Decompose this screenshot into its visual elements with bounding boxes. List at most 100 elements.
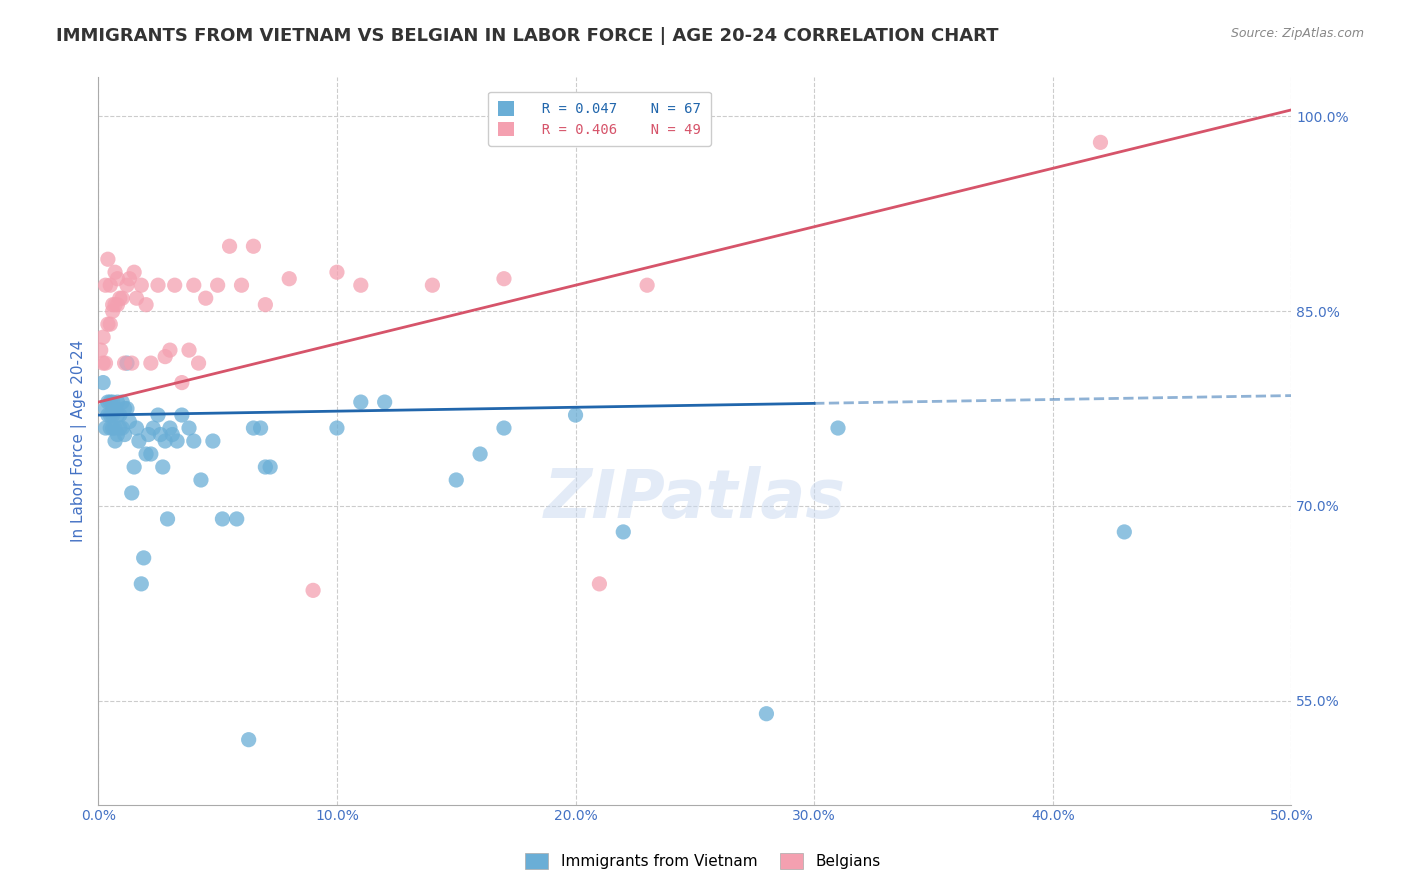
Point: [139, 447, 162, 461]
Point: [91, 330, 114, 344]
Point: [108, 291, 131, 305]
Point: [118, 271, 141, 285]
Point: [101, 395, 124, 409]
Point: [1114, 524, 1136, 539]
Point: [163, 278, 186, 293]
Point: [132, 550, 155, 565]
Point: [636, 278, 658, 293]
Text: Source: ZipAtlas.com: Source: ZipAtlas.com: [1230, 27, 1364, 40]
Point: [122, 460, 145, 475]
Point: [104, 401, 127, 416]
Point: [194, 291, 217, 305]
Legend:   R = 0.047    N = 67,   R = 0.406    N = 49: R = 0.047 N = 67, R = 0.406 N = 49: [488, 92, 711, 146]
Point: [104, 265, 127, 279]
Point: [111, 291, 134, 305]
Point: [111, 421, 134, 435]
Point: [139, 356, 162, 370]
Point: [326, 421, 349, 435]
Point: [129, 278, 152, 293]
Point: [125, 291, 148, 305]
Point: [254, 298, 277, 312]
Text: IMMIGRANTS FROM VIETNAM VS BELGIAN IN LABOR FORCE | AGE 20-24 CORRELATION CHART: IMMIGRANTS FROM VIETNAM VS BELGIAN IN LA…: [56, 27, 998, 45]
Point: [104, 434, 127, 448]
Point: [170, 376, 193, 390]
Point: [114, 401, 136, 416]
Point: [98, 278, 121, 293]
Point: [121, 356, 143, 370]
Point: [97, 395, 120, 409]
Point: [135, 298, 157, 312]
Point: [218, 239, 240, 253]
Legend: Immigrants from Vietnam, Belgians: Immigrants from Vietnam, Belgians: [519, 847, 887, 875]
Point: [238, 732, 260, 747]
Point: [177, 343, 200, 358]
Y-axis label: In Labor Force | Age 20-24: In Labor Force | Age 20-24: [72, 340, 87, 542]
Point: [125, 421, 148, 435]
Point: [115, 356, 138, 370]
Point: [97, 252, 120, 267]
Point: [135, 447, 157, 461]
Point: [114, 356, 136, 370]
Point: [156, 512, 179, 526]
Text: ZIPatlas: ZIPatlas: [544, 467, 846, 533]
Point: [122, 265, 145, 279]
Point: [101, 304, 124, 318]
Point: [104, 298, 127, 312]
Point: [94, 356, 117, 370]
Point: [190, 473, 212, 487]
Point: [146, 408, 169, 422]
Point: [149, 427, 172, 442]
Point: [183, 434, 205, 448]
Point: [302, 583, 325, 598]
Point: [128, 434, 150, 448]
Point: [108, 421, 131, 435]
Point: [107, 408, 129, 422]
Point: [115, 278, 138, 293]
Point: [107, 395, 129, 409]
Point: [350, 395, 373, 409]
Point: [225, 512, 247, 526]
Point: [468, 447, 491, 461]
Point: [101, 408, 124, 422]
Point: [98, 408, 121, 422]
Point: [129, 577, 152, 591]
Point: [1090, 136, 1112, 150]
Point: [97, 408, 120, 422]
Point: [101, 298, 124, 312]
Point: [177, 421, 200, 435]
Point: [162, 427, 184, 442]
Point: [98, 395, 121, 409]
Point: [242, 421, 264, 435]
Point: [444, 473, 467, 487]
Point: [107, 298, 129, 312]
Point: [98, 421, 121, 435]
Point: [121, 486, 143, 500]
Point: [242, 239, 264, 253]
Point: [259, 460, 281, 475]
Point: [350, 278, 373, 293]
Point: [94, 421, 117, 435]
Point: [492, 271, 515, 285]
Point: [249, 421, 271, 435]
Point: [152, 460, 174, 475]
Point: [108, 408, 131, 422]
Point: [101, 421, 124, 435]
Point: [104, 421, 127, 435]
Point: [91, 356, 114, 370]
Point: [90, 343, 112, 358]
Point: [153, 350, 176, 364]
Point: [187, 356, 209, 370]
Point: [492, 421, 515, 435]
Point: [827, 421, 849, 435]
Point: [118, 415, 141, 429]
Point: [94, 401, 117, 416]
Point: [612, 524, 634, 539]
Point: [207, 278, 229, 293]
Point: [231, 278, 253, 293]
Point: [326, 265, 349, 279]
Point: [278, 271, 301, 285]
Point: [142, 421, 165, 435]
Point: [201, 434, 224, 448]
Point: [422, 278, 444, 293]
Point: [146, 278, 169, 293]
